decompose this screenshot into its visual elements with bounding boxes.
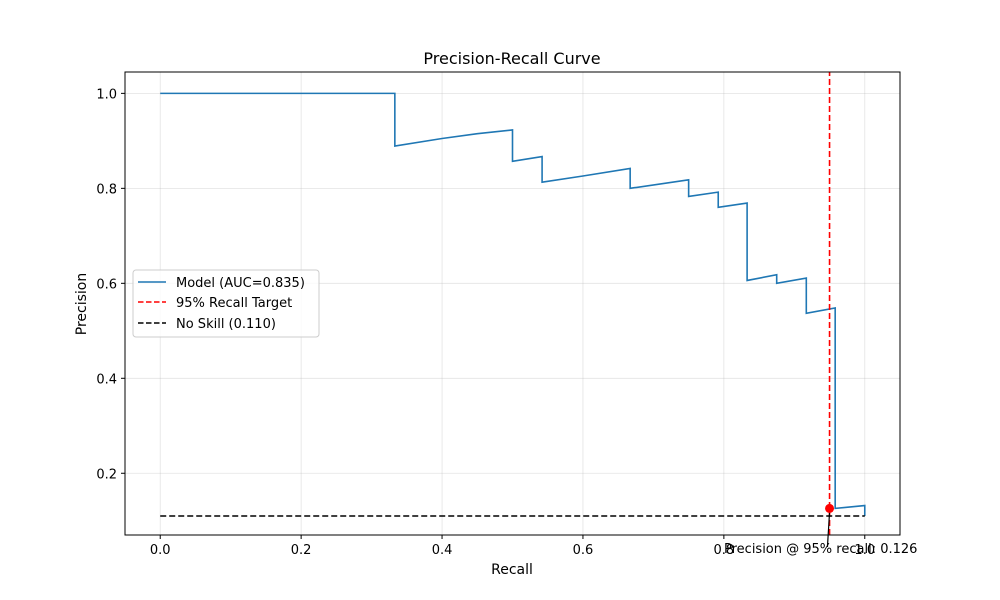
x-tick-label: 1.0: [854, 543, 875, 558]
y-tick-label: 0.4: [96, 372, 117, 387]
legend-label-no-skill: No Skill (0.110): [176, 317, 276, 332]
y-tick-label: 0.6: [96, 277, 117, 292]
legend-label-recall-target: 95% Recall Target: [176, 296, 292, 311]
plot-frame: [124, 71, 901, 536]
grid: [125, 72, 900, 535]
legend-box: [132, 269, 320, 338]
precision-at-recall-marker: [825, 503, 835, 513]
annotation-layer: Precision @ 95% recall: 0.126: [724, 503, 917, 557]
model-pr-curve: [160, 92, 866, 517]
legend: Model (AUC=0.835) 95% Recall Target No S…: [132, 269, 320, 338]
axis-ticks: 0.0 0.2 0.4 0.6 0.8 1.0 0.2 0.4 0.6 0.8 1.0: [96, 87, 875, 558]
y-tick-label: 1.0: [96, 87, 117, 102]
x-tick-label: 0.0: [150, 543, 171, 558]
plot-series: [160, 72, 866, 535]
chart-title: Precision-Recall Curve: [423, 49, 600, 68]
x-tick-label: 0.6: [573, 543, 594, 558]
x-tick-label: 0.4: [432, 543, 453, 558]
y-tick-label: 0.8: [96, 182, 117, 197]
y-tick-label: 0.2: [96, 467, 117, 482]
x-tick-label: 0.2: [291, 543, 312, 558]
precision-annotation-text: Precision @ 95% recall: 0.126: [724, 542, 917, 557]
x-tick-label: 0.8: [714, 543, 735, 558]
annotation-arrow: [826, 512, 831, 548]
x-axis-label: Recall: [491, 562, 533, 578]
y-axis-label: Precision: [74, 273, 90, 335]
legend-label-model: Model (AUC=0.835): [176, 276, 305, 291]
